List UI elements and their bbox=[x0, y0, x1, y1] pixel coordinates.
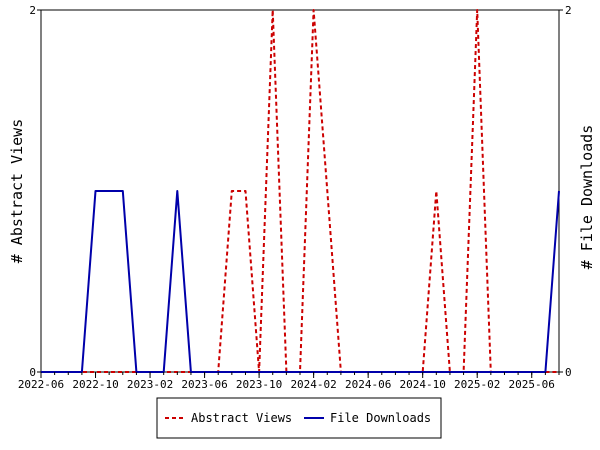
plot-area bbox=[40, 9, 560, 373]
x-tick-label: 2022-06 bbox=[18, 378, 64, 391]
x-tick-label: 2025-06 bbox=[509, 378, 555, 391]
legend: Abstract Views File Downloads bbox=[156, 397, 442, 439]
legend-label-file-downloads: File Downloads bbox=[330, 411, 431, 425]
y-tick-label-left: 0 bbox=[29, 366, 36, 379]
x-tick-label: 2024-10 bbox=[400, 378, 446, 391]
legend-box bbox=[156, 397, 442, 439]
y-tick-label-left: 2 bbox=[29, 4, 36, 17]
x-tick-label: 2024-06 bbox=[345, 378, 391, 391]
plot-frame bbox=[40, 9, 560, 373]
y-axis-label-left: # Abstract Views bbox=[8, 119, 26, 264]
y-tick-label-right: 2 bbox=[565, 4, 572, 17]
x-tick-label: 2024-02 bbox=[290, 378, 336, 391]
legend-label-abstract-views: Abstract Views bbox=[191, 411, 292, 425]
x-tick-label: 2025-02 bbox=[454, 378, 500, 391]
y-axis-label-right: # File Downloads bbox=[578, 125, 596, 270]
x-tick-label: 2023-10 bbox=[236, 378, 282, 391]
axes-layer: 2022-06 2022-10 2023-02 2023-06 2023-10 2024-… bbox=[18, 4, 572, 391]
x-tick-label: 2023-02 bbox=[127, 378, 173, 391]
x-tick-label: 2023-06 bbox=[181, 378, 227, 391]
y-tick-label-right: 0 bbox=[565, 366, 572, 379]
series-line-abstract-views bbox=[41, 9, 559, 373]
x-tick-label: 2022-10 bbox=[72, 378, 118, 391]
